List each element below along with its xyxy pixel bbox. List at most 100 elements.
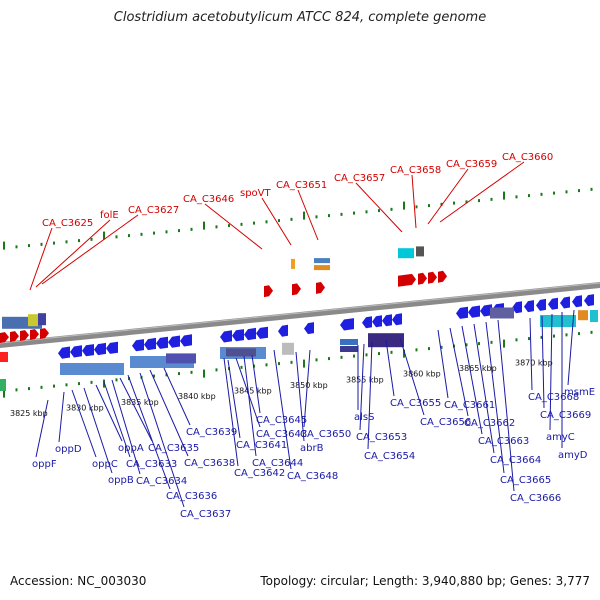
reverse-leader-line <box>58 391 65 443</box>
reverse-leader-line <box>437 329 449 399</box>
reverse-gene-label: CA_C3644 <box>252 458 303 469</box>
reverse-gene-arrow <box>372 315 382 328</box>
feature-block <box>38 313 46 326</box>
reverse-leader-line <box>163 367 191 426</box>
reverse-gene-label: oppD <box>55 444 82 455</box>
tick-label: 3840 kbp <box>178 392 216 401</box>
feature-block <box>490 307 514 319</box>
reverse-gene-label: amyD <box>558 450 588 461</box>
tick-label: 3830 kbp <box>66 403 104 412</box>
tick-label: 3855 kbp <box>346 375 384 384</box>
reverse-leader-line <box>449 327 469 417</box>
forward-gene-label: CA_C3660 <box>502 152 553 163</box>
feature-block <box>226 348 256 357</box>
reverse-gene-label: CA_C3650 <box>300 429 351 440</box>
forward-leader-line <box>35 219 111 288</box>
reverse-leader-line <box>367 341 373 450</box>
reverse-gene-label: CA_C3641 <box>236 440 287 451</box>
tick-label: 3865 kbp <box>459 364 497 373</box>
reverse-gene-label: oppF <box>32 459 57 470</box>
feature-block <box>166 353 196 364</box>
reverse-leader-line <box>399 337 425 416</box>
reverse-gene-arrow <box>304 322 314 335</box>
reverse-gene-label: CA_C3645 <box>256 415 307 426</box>
forward-gene-label: spoVT <box>240 188 272 199</box>
genome-summary-text: Topology: circular; Length: 3,940,880 bp… <box>260 574 590 588</box>
reverse-gene-label: oppA <box>118 443 144 454</box>
backbone-highlight <box>0 282 600 344</box>
reverse-leader-line <box>119 377 153 442</box>
forward-gene-label: CA_C3657 <box>334 173 385 184</box>
reverse-leader-line <box>95 384 123 442</box>
forward-gene-label: CA_C3651 <box>276 180 327 191</box>
reverse-leader-line <box>35 399 49 458</box>
reverse-leader-line <box>497 319 515 492</box>
reverse-gene-arrow <box>58 346 70 359</box>
reverse-gene-arrow <box>244 327 256 341</box>
reverse-gene-arrow <box>106 341 118 354</box>
forward-gene-arrow <box>398 273 416 287</box>
forward-gene-arrow <box>418 272 427 285</box>
feature-block <box>578 310 588 321</box>
reverse-gene-label: CA_C3654 <box>364 451 415 462</box>
forward-leader-line <box>261 197 292 246</box>
reverse-gene-label: alsS <box>354 412 374 423</box>
reverse-gene-arrow <box>512 301 522 314</box>
feature-block <box>340 346 358 352</box>
reverse-leader-line <box>273 349 292 470</box>
reverse-gene-labels: oppF oppD oppC oppB oppA CA_C3633 CA_C3634 CA_C… <box>32 309 595 520</box>
reverse-gene-arrow <box>70 345 82 358</box>
forward-gene-arrow <box>40 328 49 339</box>
reverse-gene-arrow <box>572 295 582 308</box>
reverse-leader-line <box>149 369 189 457</box>
feature-block <box>314 258 330 264</box>
reverse-leader-line <box>461 325 483 435</box>
reverse-leader-line <box>83 387 113 474</box>
forward-gene-label: CA_C3659 <box>446 159 497 170</box>
reverse-gene-label: msmE <box>564 387 595 398</box>
reverse-gene-label: CA_C3669 <box>540 410 591 421</box>
reverse-leader-line <box>71 389 97 458</box>
tick-label: 3835 kbp <box>121 398 159 407</box>
reverse-gene-arrow <box>362 316 372 329</box>
reverse-gene-arrow <box>548 297 558 310</box>
forward-leader-line <box>29 227 53 291</box>
forward-leader-line <box>411 174 417 229</box>
reverse-leader-line <box>485 321 505 474</box>
forward-gene-arrow <box>264 285 273 298</box>
tick-label: 3860 kbp <box>403 370 441 379</box>
reverse-gene-arrow <box>536 298 546 311</box>
forward-gene-arrow <box>0 332 9 343</box>
reverse-gene-arrow <box>144 337 156 351</box>
reverse-gene-label: CA_C3633 <box>126 459 177 470</box>
tick-label: 3825 kbp <box>10 409 48 418</box>
reverse-leader-line <box>139 372 185 508</box>
reverse-gene-arrow <box>340 318 354 331</box>
feature-block <box>0 379 6 391</box>
reverse-gene-arrow <box>468 305 480 318</box>
tick-label: 3845 kbp <box>234 387 272 396</box>
reverse-gene-arrow <box>524 300 534 313</box>
reverse-gene-label: oppB <box>108 475 134 486</box>
reverse-leader-line <box>529 317 533 391</box>
feature-block <box>340 339 358 345</box>
reverse-leader-line <box>303 349 311 428</box>
reverse-leader-line <box>567 309 575 386</box>
reverse-gene-label: CA_C3668 <box>528 392 579 403</box>
genome-backbone <box>0 282 600 348</box>
reverse-gene-label: CA_C3634 <box>136 476 187 487</box>
reverse-gene-label: CA_C3661 <box>444 400 495 411</box>
reverse-leader-line <box>111 379 141 475</box>
feature-block <box>28 314 38 327</box>
forward-gene-arrow <box>20 330 29 341</box>
reverse-gene-arrow <box>278 324 288 337</box>
reverse-gene-arrow <box>560 296 570 309</box>
reverse-gene-arrow <box>156 336 168 349</box>
forward-gene-label: CA_C3658 <box>390 165 441 176</box>
reverse-gene-arrow <box>256 326 268 339</box>
forward-gene-arrow <box>438 270 447 283</box>
reverse-leader-line <box>473 323 495 454</box>
feature-block <box>314 265 330 271</box>
reverse-gene-arrow <box>220 330 232 343</box>
